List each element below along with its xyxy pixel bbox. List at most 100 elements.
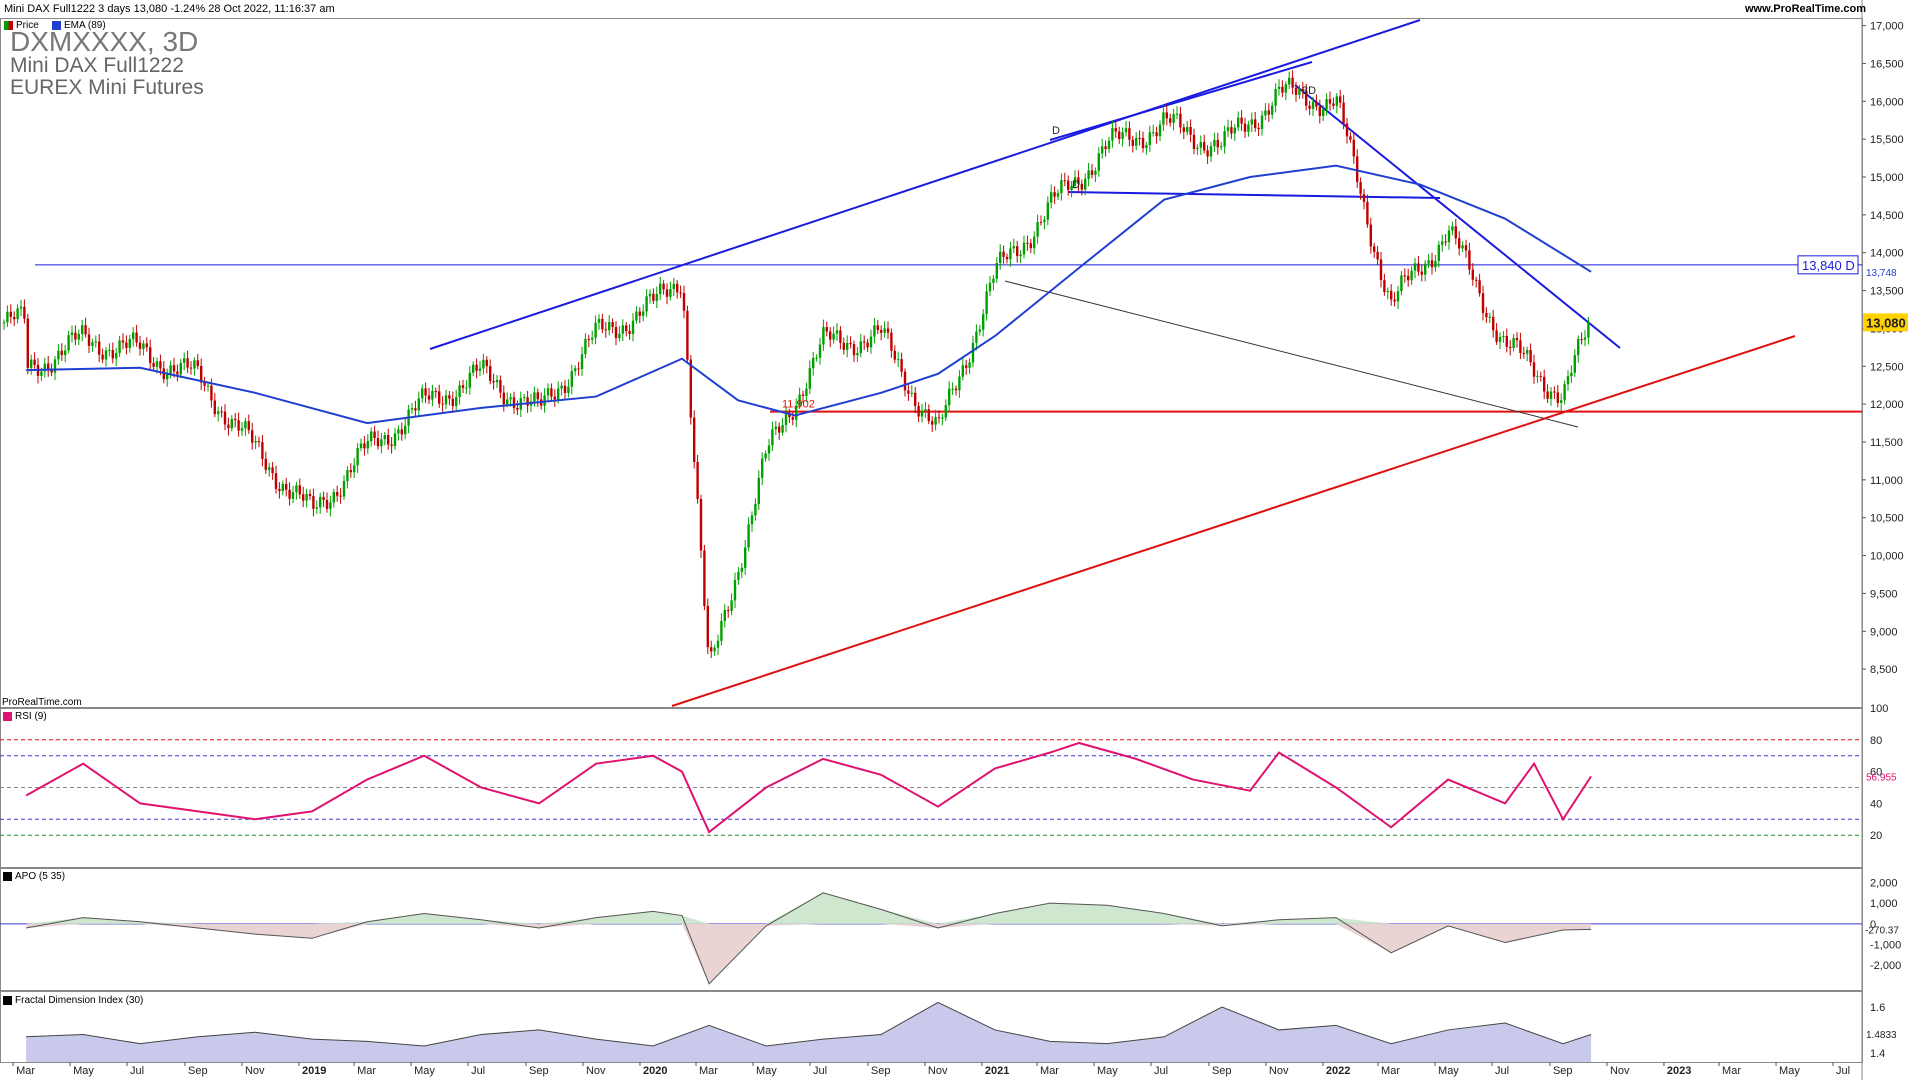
price-tick-label: 17,000 — [1870, 21, 1904, 33]
candle-body — [47, 363, 50, 370]
candle-body — [1046, 202, 1049, 220]
candle-body — [1444, 241, 1447, 243]
candle-body — [795, 405, 798, 420]
candle-body — [387, 435, 390, 445]
candle-body — [1237, 117, 1240, 128]
candle-body — [570, 371, 573, 387]
candle-body — [390, 444, 393, 447]
candle-body — [1566, 376, 1570, 385]
candle-body — [111, 350, 114, 359]
fdi-legend[interactable]: Fractal Dimension Index (30) — [3, 995, 143, 1006]
candle-body — [1264, 110, 1267, 116]
candle-body — [142, 343, 145, 349]
candle-body — [1233, 127, 1236, 134]
candle-body — [1220, 146, 1223, 148]
apo-line — [26, 892, 1592, 985]
candle-body — [754, 503, 757, 516]
candle-body — [251, 430, 254, 443]
x-tick-label: Jul — [1154, 1065, 1168, 1077]
candle-body — [1335, 96, 1338, 106]
fdi-line — [26, 1001, 1592, 1047]
candle-body — [512, 397, 516, 408]
price-tick-label: 16,500 — [1870, 58, 1904, 70]
candle-body — [618, 333, 621, 339]
legend-price[interactable]: Price — [4, 20, 39, 31]
candle-body — [1026, 242, 1029, 244]
candle-body — [672, 283, 675, 290]
candle-body — [210, 385, 213, 401]
candle-body — [288, 489, 291, 499]
candle-body — [1539, 375, 1542, 377]
candle-body — [60, 350, 63, 356]
candle-body — [329, 502, 332, 509]
candle-body — [1271, 105, 1274, 115]
candle-body — [506, 399, 509, 405]
candle-body — [927, 409, 930, 422]
candle-body — [67, 335, 70, 351]
site-link[interactable]: www.ProRealTime.com — [1744, 3, 1866, 15]
candle-body — [1407, 275, 1410, 281]
wedge-lower-line — [1004, 280, 1579, 428]
candle-body — [1124, 128, 1128, 133]
fdi-tick-label: 1.4 — [1870, 1048, 1885, 1060]
candle-body — [655, 294, 658, 301]
exchange-name: EUREX Mini Futures — [10, 76, 204, 99]
x-tick-label: 2020 — [643, 1065, 667, 1077]
candle-body — [635, 311, 638, 321]
candle-body — [366, 441, 369, 449]
candle-body — [812, 358, 815, 369]
x-tick-label: May — [1097, 1065, 1118, 1077]
candle-body — [1029, 243, 1032, 249]
candle-body — [546, 388, 550, 396]
candle-body — [686, 310, 689, 360]
candle-body — [533, 392, 536, 402]
candle-body — [404, 425, 407, 435]
candle-body — [1165, 112, 1168, 119]
candle-body — [924, 409, 927, 411]
candle-body — [713, 647, 716, 652]
candle-body — [108, 350, 111, 352]
candle-body — [118, 340, 121, 354]
legend-ema[interactable]: EMA (89) — [52, 20, 106, 31]
apo-legend[interactable]: APO (5 35) — [3, 871, 65, 882]
candle-body — [1570, 372, 1573, 377]
price-tick-label: 12,500 — [1870, 361, 1904, 373]
candle-body — [1512, 337, 1515, 348]
candle-body — [1308, 105, 1311, 109]
candle-body — [903, 371, 907, 391]
candle-body — [767, 445, 771, 454]
fdi-last-label: 1.4833 — [1866, 1030, 1897, 1041]
candle-body — [1369, 224, 1372, 247]
candle-body — [1488, 316, 1491, 318]
candle-body — [1468, 250, 1471, 270]
candle-body — [948, 388, 951, 406]
candle-body — [325, 499, 329, 509]
candle-body — [563, 385, 567, 393]
candle-body — [1560, 400, 1563, 403]
candle-body — [189, 367, 193, 369]
candle-body — [240, 428, 244, 431]
candle-body — [866, 342, 869, 348]
candle-body — [1458, 238, 1461, 249]
candle-body — [1138, 137, 1141, 139]
rsi-tick-label: 80 — [1870, 735, 1882, 747]
candle-body — [465, 387, 468, 389]
rsi-legend[interactable]: RSI (9) — [3, 711, 47, 722]
x-tick-label: Nov — [1269, 1065, 1289, 1077]
candle-body — [295, 485, 298, 493]
candle-body — [444, 395, 448, 405]
candle-body — [1196, 147, 1199, 149]
candle-body — [988, 282, 992, 292]
price-tick-label: 9,500 — [1870, 588, 1898, 600]
pattern-annotation-1: D — [1072, 179, 1080, 191]
candle-body — [900, 359, 903, 372]
candle-body — [149, 347, 152, 363]
x-tick-label: Nov — [245, 1065, 265, 1077]
candle-body — [1447, 230, 1451, 243]
candle-body — [26, 318, 29, 368]
candle-body — [662, 283, 665, 290]
candle-body — [1060, 180, 1063, 194]
apo-negative-fill — [26, 923, 1592, 984]
candle-body — [1485, 312, 1488, 318]
candle-body — [125, 342, 128, 348]
